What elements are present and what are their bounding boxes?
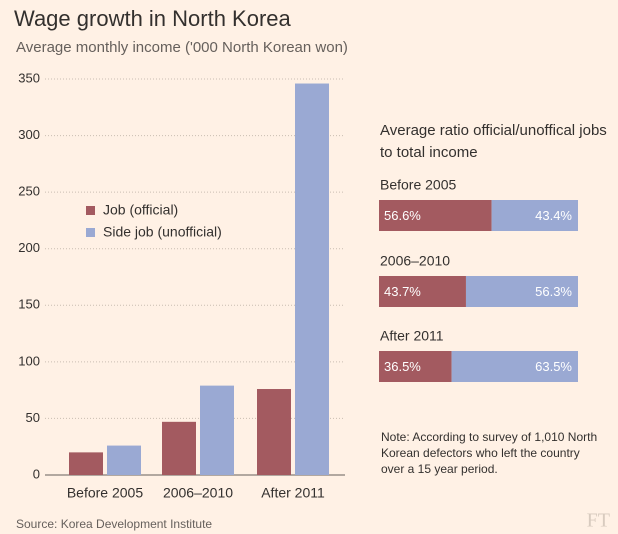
title: Wage growth in North Korea bbox=[14, 6, 292, 31]
category-label: After 2011 bbox=[380, 328, 444, 344]
source: Source: Korea Development Institute bbox=[16, 517, 212, 531]
bar-segment bbox=[379, 276, 466, 307]
x-tick-label: 2006–2010 bbox=[163, 485, 233, 501]
value-label: 63.5% bbox=[535, 359, 572, 374]
legend-swatch bbox=[86, 206, 95, 215]
y-tick-label: 300 bbox=[18, 127, 40, 142]
y-tick-label: 250 bbox=[18, 184, 40, 199]
bar bbox=[295, 83, 329, 476]
bar bbox=[162, 421, 196, 475]
logo: FT bbox=[587, 510, 610, 532]
bar-segment bbox=[491, 200, 578, 231]
value-label: 56.3% bbox=[535, 284, 572, 299]
bar bbox=[107, 445, 141, 475]
value-label: 56.6% bbox=[384, 208, 421, 223]
y-tick-label: 100 bbox=[18, 353, 40, 368]
value-label: 43.4% bbox=[535, 208, 572, 223]
bar-segment bbox=[379, 200, 492, 231]
bar-segment bbox=[451, 351, 578, 382]
value-label: 43.7% bbox=[384, 284, 421, 299]
x-tick-label: After 2011 bbox=[261, 485, 325, 501]
x-tick-label: Before 2005 bbox=[67, 485, 143, 501]
y-tick-label: 0 bbox=[33, 466, 40, 481]
bar bbox=[69, 452, 103, 475]
category-label: 2006–2010 bbox=[380, 253, 450, 269]
note: Note: According to survey of 1,010 North… bbox=[381, 430, 598, 476]
y-tick-label: 50 bbox=[26, 410, 40, 425]
bar-segment bbox=[379, 351, 452, 382]
y-tick-label: 150 bbox=[18, 297, 40, 312]
panel-title: Average ratio official/unoffical jobs to… bbox=[380, 122, 607, 161]
y-tick-label: 200 bbox=[18, 240, 40, 255]
bar bbox=[257, 389, 291, 475]
legend-label: Side job (unofficial) bbox=[103, 224, 222, 240]
bar-segment bbox=[465, 276, 578, 307]
y-tick-label: 350 bbox=[18, 70, 40, 85]
legend-swatch bbox=[86, 228, 95, 237]
legend-label: Job (official) bbox=[103, 202, 178, 218]
value-label: 36.5% bbox=[384, 359, 421, 374]
category-label: Before 2005 bbox=[380, 177, 456, 193]
subtitle: Average monthly income ('000 North Korea… bbox=[16, 39, 348, 56]
bar bbox=[200, 385, 234, 475]
